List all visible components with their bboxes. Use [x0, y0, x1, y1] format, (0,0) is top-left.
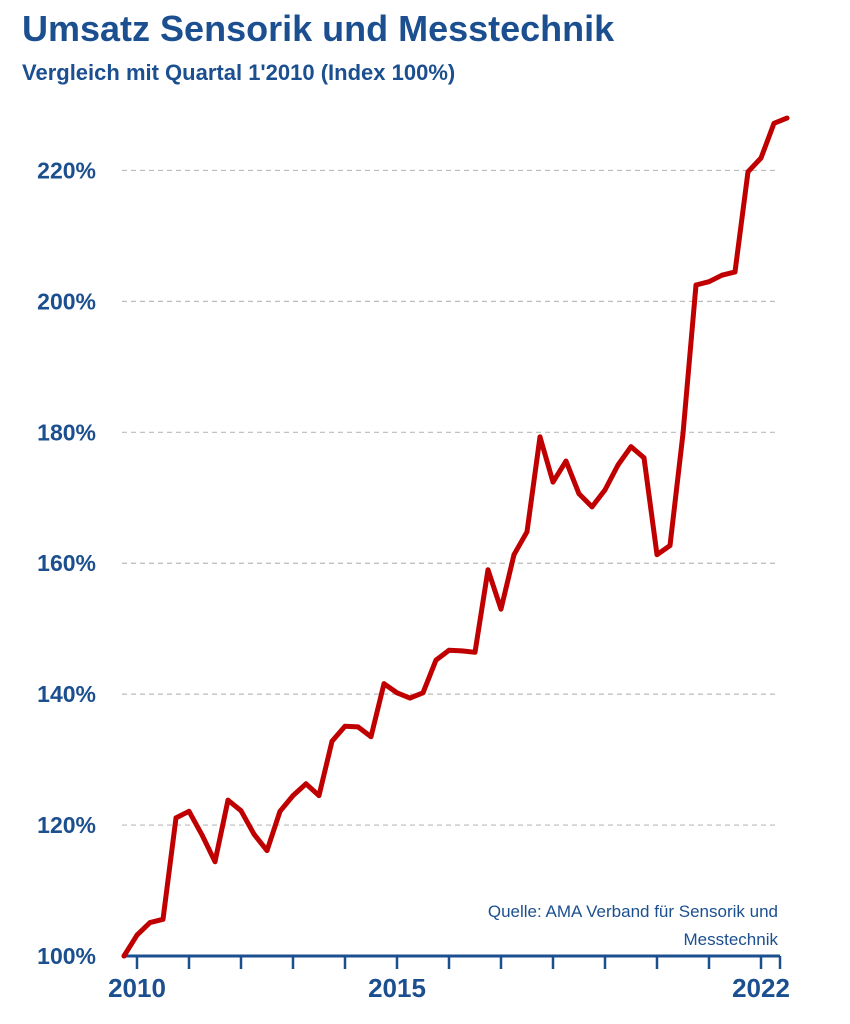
data-point-7	[212, 859, 218, 865]
source-note-line2: Messtechnik	[684, 930, 779, 949]
data-point-6	[199, 832, 205, 838]
y-axis-ticks: 100% 120% 140% 160% 180% 200% 220%	[37, 157, 96, 969]
data-point-10	[251, 831, 257, 837]
y-tick-label-100: 100%	[37, 943, 96, 969]
data-point-35	[576, 491, 582, 497]
chart-title: Umsatz Sensorik und Messtechnik	[22, 8, 615, 49]
data-point-17	[342, 723, 348, 729]
data-point-19	[368, 734, 374, 740]
data-points	[121, 115, 790, 959]
data-point-21	[394, 690, 400, 696]
data-point-29	[498, 606, 504, 612]
data-point-16	[329, 738, 335, 744]
data-point-24	[433, 657, 439, 663]
data-point-11	[264, 848, 270, 854]
data-point-44	[693, 282, 699, 288]
data-point-0	[121, 953, 127, 959]
data-point-18	[355, 724, 361, 730]
data-point-14	[303, 781, 309, 787]
data-point-22	[407, 695, 413, 701]
series-line-umsatz	[121, 115, 790, 959]
data-point-47	[732, 269, 738, 275]
gridlines	[122, 169, 778, 826]
y-tick-label-220: 220%	[37, 157, 96, 183]
data-point-1	[134, 932, 140, 938]
data-point-48	[745, 169, 751, 175]
source-note-line1: Quelle: AMA Verband für Sensorik und	[488, 902, 778, 921]
data-point-15	[316, 793, 322, 799]
data-point-23	[420, 690, 426, 696]
y-tick-label-140: 140%	[37, 681, 96, 707]
data-point-51	[784, 115, 790, 121]
data-point-26	[459, 648, 465, 654]
data-point-31	[524, 529, 530, 535]
data-point-25	[446, 647, 452, 653]
data-point-3	[160, 916, 166, 922]
data-point-32	[537, 434, 543, 440]
y-tick-label-120: 120%	[37, 812, 96, 838]
data-point-40	[641, 455, 647, 461]
data-point-43	[680, 431, 686, 437]
chart-subtitle: Vergleich mit Quartal 1'2010 (Index 100%…	[22, 60, 456, 85]
x-tick-label-2022: 2022	[732, 973, 790, 1003]
data-point-4	[173, 815, 179, 821]
data-point-28	[485, 567, 491, 573]
x-tick-label-2015: 2015	[368, 973, 426, 1003]
y-tick-label-160: 160%	[37, 550, 96, 576]
data-point-9	[238, 808, 244, 814]
data-point-27	[472, 649, 478, 655]
y-tick-label-180: 180%	[37, 419, 96, 445]
data-point-46	[719, 272, 725, 278]
data-point-39	[628, 444, 634, 450]
data-point-41	[654, 552, 660, 558]
data-point-2	[147, 920, 153, 926]
data-point-37	[602, 487, 608, 493]
data-point-30	[511, 552, 517, 558]
x-tick-label-2010: 2010	[108, 973, 166, 1003]
data-point-13	[290, 793, 296, 799]
data-point-50	[771, 120, 777, 126]
x-axis-ticks: 2010 2015 2022	[108, 956, 790, 1003]
y-tick-label-200: 200%	[37, 288, 96, 314]
data-point-20	[381, 681, 387, 687]
data-point-49	[758, 155, 764, 161]
data-point-33	[550, 479, 556, 485]
data-point-12	[277, 808, 283, 814]
data-point-45	[706, 279, 712, 285]
data-point-36	[589, 504, 595, 510]
data-point-34	[563, 458, 569, 464]
data-point-38	[615, 462, 621, 468]
data-point-8	[225, 797, 231, 803]
data-point-42	[667, 543, 673, 548]
data-point-5	[186, 808, 192, 814]
